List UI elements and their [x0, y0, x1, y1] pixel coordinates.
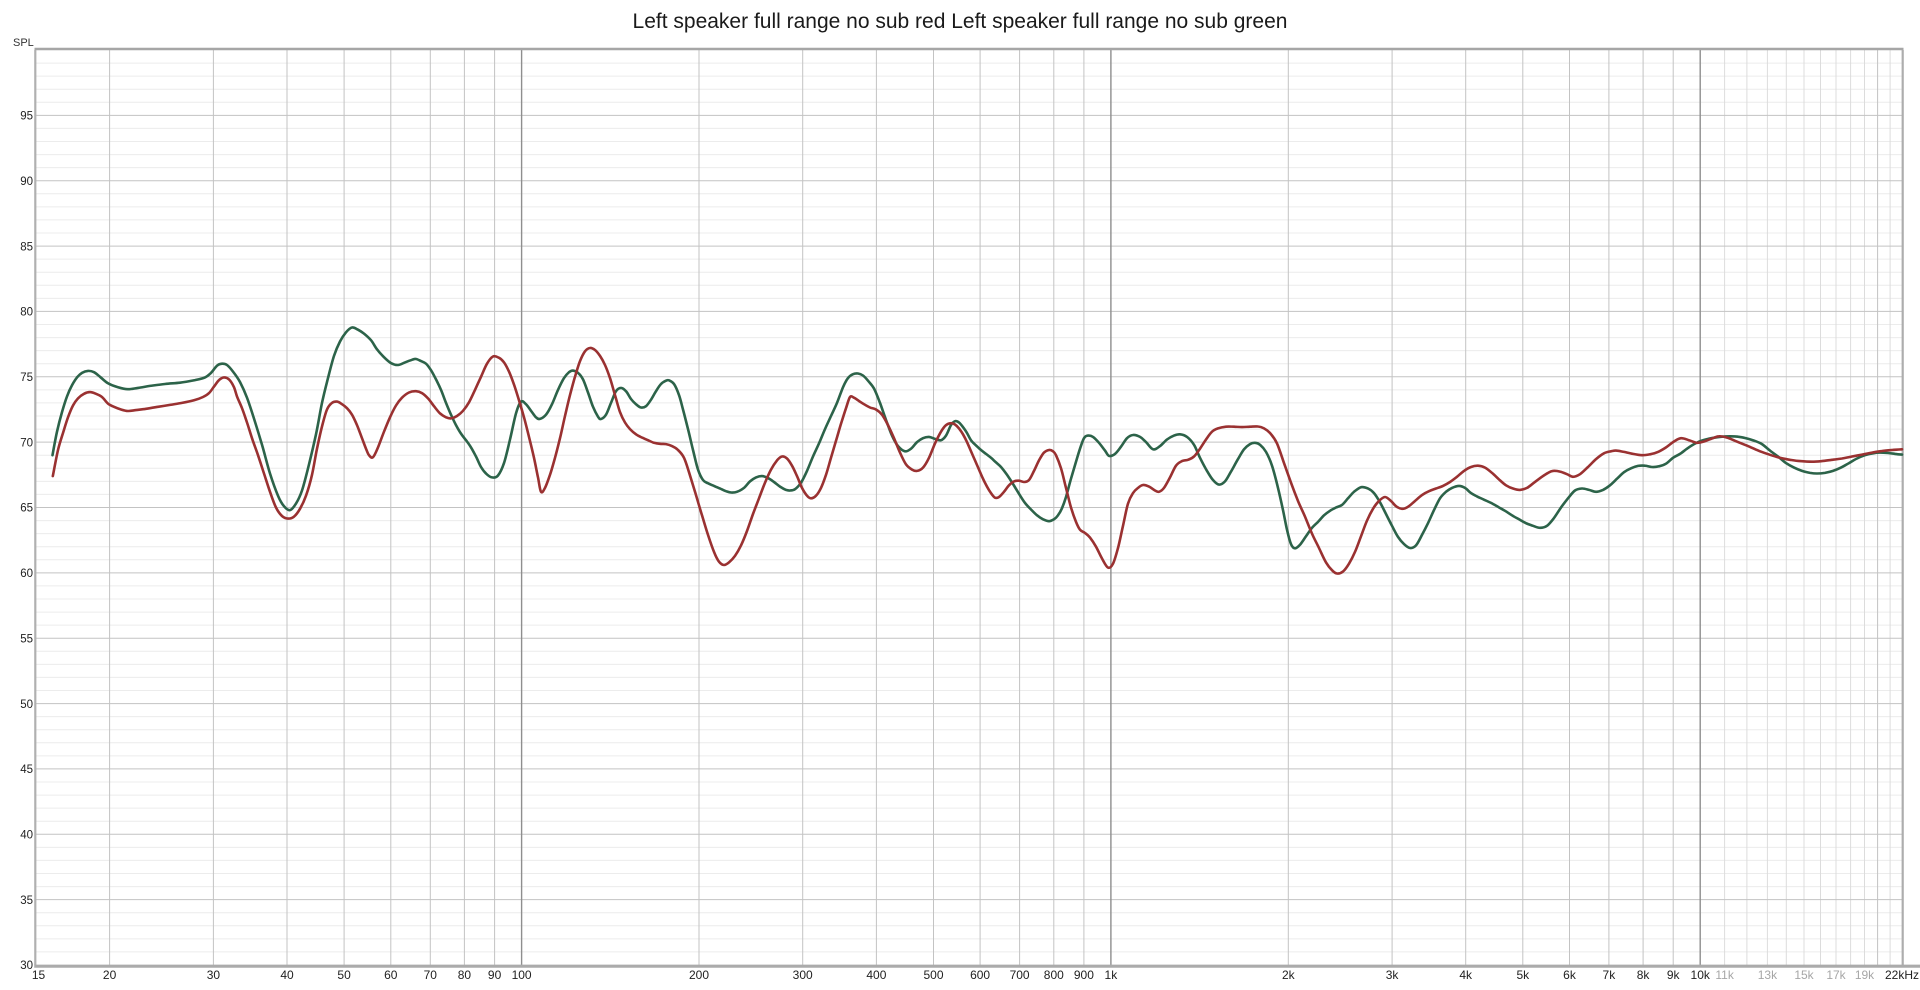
- svg-text:300: 300: [793, 968, 813, 982]
- svg-text:60: 60: [20, 568, 33, 580]
- svg-text:90: 90: [20, 176, 33, 188]
- svg-text:90: 90: [488, 968, 502, 982]
- svg-text:20: 20: [103, 968, 117, 982]
- svg-text:700: 700: [1010, 968, 1030, 982]
- svg-text:11k: 11k: [1715, 968, 1734, 982]
- svg-text:55: 55: [20, 633, 33, 645]
- svg-text:65: 65: [20, 503, 33, 515]
- svg-text:85: 85: [20, 241, 33, 253]
- svg-text:60: 60: [384, 968, 398, 982]
- svg-text:70: 70: [20, 437, 33, 449]
- svg-text:200: 200: [689, 968, 709, 982]
- svg-text:1k: 1k: [1105, 968, 1119, 982]
- svg-text:70: 70: [424, 968, 438, 982]
- svg-text:40: 40: [280, 968, 294, 982]
- svg-text:50: 50: [20, 699, 33, 711]
- svg-text:500: 500: [923, 968, 943, 982]
- svg-text:SPL: SPL: [13, 37, 34, 49]
- svg-text:50: 50: [337, 968, 351, 982]
- svg-text:800: 800: [1044, 968, 1064, 982]
- svg-text:75: 75: [20, 372, 33, 384]
- svg-text:6k: 6k: [1563, 968, 1577, 982]
- svg-text:30: 30: [207, 968, 221, 982]
- svg-text:2k: 2k: [1282, 968, 1296, 982]
- svg-text:15: 15: [32, 968, 46, 982]
- svg-text:13k: 13k: [1758, 968, 1778, 982]
- svg-text:7k: 7k: [1603, 968, 1617, 982]
- svg-text:10k: 10k: [1691, 968, 1711, 982]
- svg-text:19k: 19k: [1855, 968, 1875, 982]
- svg-text:9k: 9k: [1667, 968, 1681, 982]
- svg-text:100: 100: [512, 968, 532, 982]
- svg-text:400: 400: [866, 968, 886, 982]
- svg-text:8k: 8k: [1637, 968, 1651, 982]
- svg-text:600: 600: [970, 968, 990, 982]
- svg-text:15k: 15k: [1794, 968, 1814, 982]
- svg-text:4k: 4k: [1459, 968, 1473, 982]
- svg-text:80: 80: [20, 307, 33, 319]
- svg-text:22kHz: 22kHz: [1885, 968, 1919, 982]
- svg-text:35: 35: [20, 895, 33, 907]
- svg-text:45: 45: [20, 764, 33, 776]
- svg-text:95: 95: [20, 111, 33, 123]
- svg-text:40: 40: [20, 830, 33, 842]
- svg-text:80: 80: [458, 968, 472, 982]
- svg-text:Left speaker full range no sub: Left speaker full range no sub red Left …: [633, 10, 1288, 33]
- svg-text:3k: 3k: [1386, 968, 1400, 982]
- svg-text:30: 30: [20, 960, 33, 972]
- svg-text:17k: 17k: [1826, 968, 1846, 982]
- svg-text:900: 900: [1074, 968, 1094, 982]
- svg-text:5k: 5k: [1516, 968, 1530, 982]
